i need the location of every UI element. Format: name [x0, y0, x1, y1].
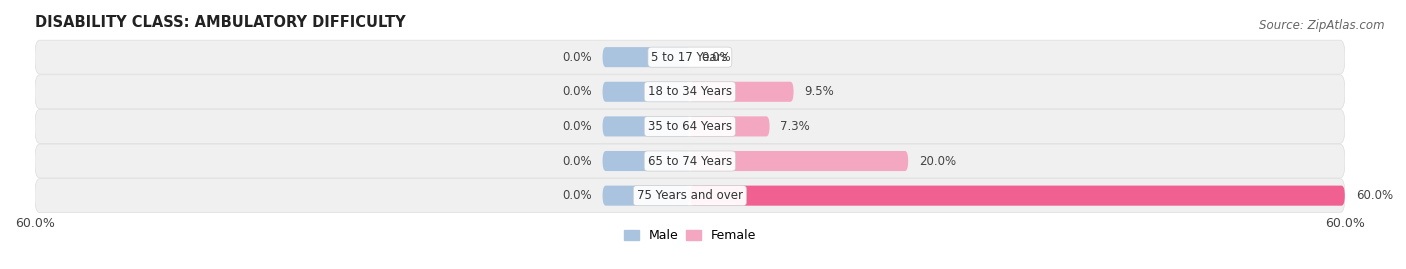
- Legend: Male, Female: Male, Female: [619, 224, 761, 247]
- Text: 0.0%: 0.0%: [700, 51, 730, 64]
- Text: DISABILITY CLASS: AMBULATORY DIFFICULTY: DISABILITY CLASS: AMBULATORY DIFFICULTY: [35, 15, 405, 30]
- Text: 0.0%: 0.0%: [562, 189, 592, 202]
- FancyBboxPatch shape: [35, 109, 1346, 143]
- FancyBboxPatch shape: [35, 179, 1346, 213]
- FancyBboxPatch shape: [603, 186, 690, 206]
- FancyBboxPatch shape: [690, 82, 793, 102]
- Text: 18 to 34 Years: 18 to 34 Years: [648, 85, 733, 98]
- Text: Source: ZipAtlas.com: Source: ZipAtlas.com: [1260, 19, 1385, 32]
- FancyBboxPatch shape: [690, 186, 1344, 206]
- FancyBboxPatch shape: [35, 144, 1346, 178]
- Text: 60.0%: 60.0%: [1355, 189, 1393, 202]
- Text: 75 Years and over: 75 Years and over: [637, 189, 742, 202]
- Text: 20.0%: 20.0%: [920, 154, 956, 168]
- Text: 65 to 74 Years: 65 to 74 Years: [648, 154, 733, 168]
- FancyBboxPatch shape: [603, 151, 690, 171]
- FancyBboxPatch shape: [603, 116, 690, 136]
- FancyBboxPatch shape: [690, 151, 908, 171]
- FancyBboxPatch shape: [690, 116, 769, 136]
- Text: 9.5%: 9.5%: [804, 85, 834, 98]
- Text: 35 to 64 Years: 35 to 64 Years: [648, 120, 733, 133]
- Text: 0.0%: 0.0%: [562, 120, 592, 133]
- FancyBboxPatch shape: [603, 47, 690, 67]
- Text: 7.3%: 7.3%: [780, 120, 810, 133]
- Text: 5 to 17 Years: 5 to 17 Years: [651, 51, 728, 64]
- FancyBboxPatch shape: [603, 82, 690, 102]
- Text: 0.0%: 0.0%: [562, 85, 592, 98]
- Text: 0.0%: 0.0%: [562, 51, 592, 64]
- Text: 0.0%: 0.0%: [562, 154, 592, 168]
- FancyBboxPatch shape: [35, 40, 1346, 74]
- FancyBboxPatch shape: [35, 75, 1346, 109]
